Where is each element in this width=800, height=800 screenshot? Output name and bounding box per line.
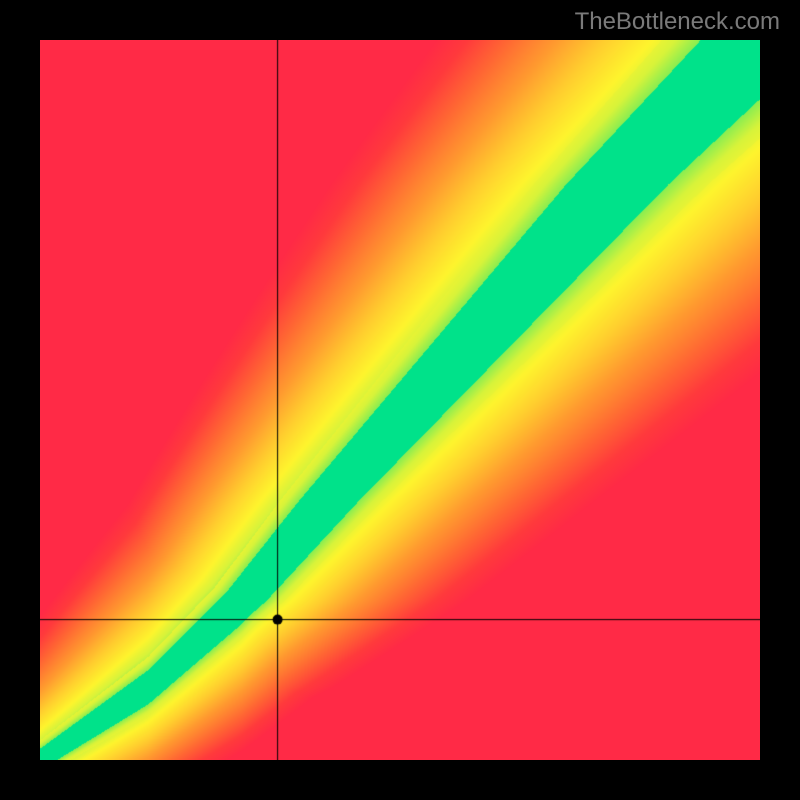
- heatmap-chart: [40, 40, 760, 760]
- heatmap-canvas: [40, 40, 760, 760]
- watermark-text: TheBottleneck.com: [575, 8, 780, 36]
